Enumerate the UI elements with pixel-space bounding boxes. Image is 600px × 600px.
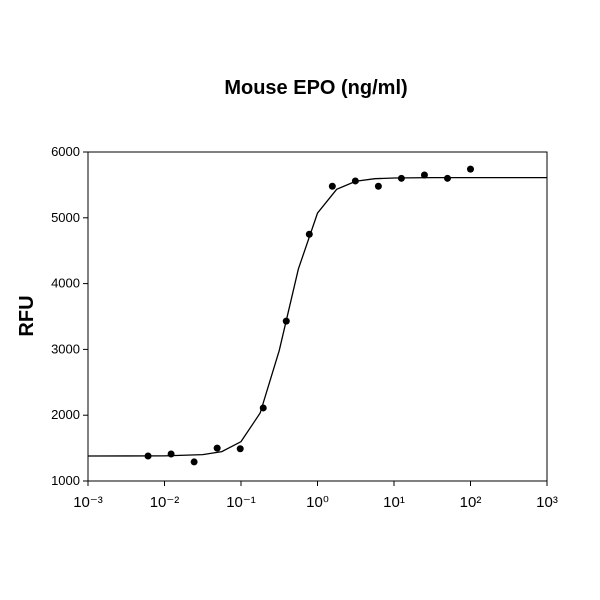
- y-tick-label: 1000: [51, 473, 80, 488]
- data-point: [190, 458, 198, 466]
- x-tick-label: 10¹: [383, 494, 405, 511]
- x-tick-label: 10⁻¹: [226, 494, 256, 511]
- x-tick-label: 10³: [536, 494, 558, 511]
- data-point: [328, 182, 336, 190]
- data-point: [374, 182, 382, 190]
- data-point: [167, 450, 175, 458]
- y-tick-label: 6000: [51, 144, 80, 159]
- plot-frame: [87, 151, 548, 482]
- x-tick-label: 10⁻²: [150, 494, 180, 511]
- x-tick-label: 10⁻³: [73, 494, 103, 511]
- data-point: [236, 445, 244, 453]
- x-tick-label: 10⁰: [306, 494, 329, 511]
- data-point: [443, 174, 451, 182]
- y-tick-label: 3000: [51, 341, 80, 356]
- y-tick-label: 4000: [51, 276, 80, 291]
- data-point: [467, 165, 474, 173]
- data-point: [213, 444, 221, 452]
- data-point: [420, 171, 428, 179]
- y-axis-label: RFU: [16, 295, 38, 336]
- y-tick-label: 5000: [51, 210, 80, 225]
- fit-curve: [87, 177, 547, 457]
- chart-title: Mouse EPO (ng/ml): [224, 77, 407, 99]
- y-tick-label: 2000: [51, 407, 80, 422]
- x-tick-label: 10²: [460, 494, 482, 511]
